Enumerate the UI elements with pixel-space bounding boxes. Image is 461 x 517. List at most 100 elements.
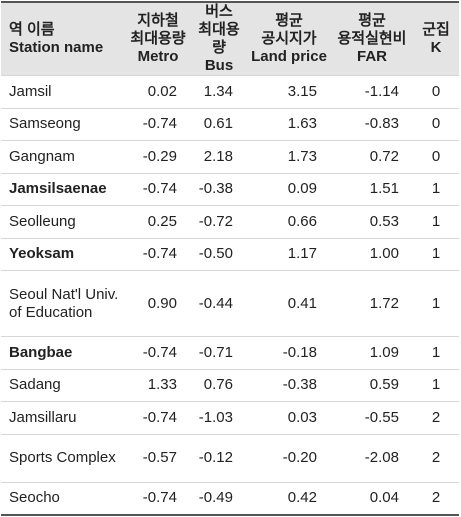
numeric-value: -0.74 xyxy=(125,107,191,141)
cluster-value: 0 xyxy=(413,75,459,108)
table-row: Sadang 1.33 0.76 -0.38 0.59 1 xyxy=(1,368,459,402)
table-row: Seolleung 0.25 -0.72 0.66 0.53 1 xyxy=(1,205,459,238)
header-text: 최대용량 xyxy=(130,30,186,47)
cluster-value: 1 xyxy=(413,368,459,402)
numeric-value: 0.25 xyxy=(125,205,191,238)
numeric-value: -0.12 xyxy=(191,433,247,482)
header-text: 용적실현비 xyxy=(337,30,407,47)
numeric-value: 0.61 xyxy=(191,107,247,141)
numeric-value: -0.38 xyxy=(247,368,331,402)
table-row: Yeoksam -0.74 -0.50 1.17 1.00 1 xyxy=(1,237,459,271)
station-name: Seolleung xyxy=(1,205,125,238)
table-row: Bangbae -0.74 -0.71 -0.18 1.09 1 xyxy=(1,336,459,369)
table-row: Seocho -0.74 -0.49 0.42 0.04 2 xyxy=(1,481,459,516)
numeric-value: -0.50 xyxy=(191,237,247,271)
cluster-value: 0 xyxy=(413,107,459,141)
numeric-value: 0.90 xyxy=(125,270,191,337)
cluster-value: 1 xyxy=(413,237,459,271)
table-row: Sports Complex -0.57 -0.12 -0.20 -2.08 2 xyxy=(1,433,459,482)
station-name: Jamsil xyxy=(1,75,125,108)
numeric-value: 0.09 xyxy=(247,172,331,206)
numeric-value: 1.09 xyxy=(331,336,413,369)
numeric-value: 0.04 xyxy=(331,481,413,516)
header-row: 역 이름 Station name 지하철 최대용량 Metro 버스 최대용량 Bus 평균 공… xyxy=(1,2,459,76)
table-row: Samseong -0.74 0.61 1.63 -0.83 0 xyxy=(1,107,459,141)
numeric-value: 1.73 xyxy=(247,140,331,173)
numeric-value: 0.03 xyxy=(247,401,331,434)
numeric-value: 1.33 xyxy=(125,368,191,402)
numeric-value: -0.29 xyxy=(125,140,191,173)
cluster-value: 1 xyxy=(413,205,459,238)
station-name: Bangbae xyxy=(1,336,125,369)
cluster-value: 1 xyxy=(413,336,459,369)
numeric-value: 0.53 xyxy=(331,205,413,238)
station-name: Jamsilsaenae xyxy=(1,172,125,206)
numeric-value: 0.42 xyxy=(247,481,331,516)
header-text: 지하철 xyxy=(137,12,179,29)
table-body: Jamsil 0.02 1.34 3.15 -1.14 0 Samseong -0.74 0.6… xyxy=(1,75,459,516)
header-text: 버스 xyxy=(205,3,233,20)
numeric-value: 1.00 xyxy=(331,237,413,271)
numeric-value: 0.66 xyxy=(247,205,331,238)
column-header: 역 이름 Station name xyxy=(1,2,125,76)
numeric-value: -0.38 xyxy=(191,172,247,206)
numeric-value: -1.14 xyxy=(331,75,413,108)
numeric-value: -0.74 xyxy=(125,481,191,516)
header-text: Bus xyxy=(204,57,234,74)
station-name: Sadang xyxy=(1,368,125,402)
numeric-value: 0.59 xyxy=(331,368,413,402)
station-name: Seocho xyxy=(1,481,125,516)
numeric-value: -0.44 xyxy=(191,270,247,337)
table-row: Seoul Nat'l Univ. of Education 0.90 -0.44 0… xyxy=(1,270,459,337)
cluster-value: 2 xyxy=(413,433,459,482)
column-header: 군집 K xyxy=(413,2,459,76)
table-row: Jamsillaru -0.74 -1.03 0.03 -0.55 2 xyxy=(1,401,459,434)
header-text: 평균 xyxy=(275,12,303,29)
station-name: Yeoksam xyxy=(1,237,125,271)
header-text: Station name xyxy=(9,39,104,56)
column-header: 버스 최대용량 Bus xyxy=(191,2,247,76)
station-name: Seoul Nat'l Univ. of Education xyxy=(1,270,125,337)
numeric-value: -0.49 xyxy=(191,481,247,516)
numeric-value: 3.15 xyxy=(247,75,331,108)
numeric-value: -0.72 xyxy=(191,205,247,238)
numeric-value: 1.51 xyxy=(331,172,413,206)
cluster-value: 2 xyxy=(413,481,459,516)
numeric-value: 1.72 xyxy=(331,270,413,337)
header-text: Land price xyxy=(251,48,327,65)
numeric-value: -0.74 xyxy=(125,336,191,369)
numeric-value: -0.20 xyxy=(247,433,331,482)
header-text: 공시지가 xyxy=(261,30,317,47)
numeric-value: 0.76 xyxy=(191,368,247,402)
station-name: Sports Complex xyxy=(1,433,125,482)
numeric-value: 0.41 xyxy=(247,270,331,337)
header-text: K xyxy=(430,39,442,56)
numeric-value: -0.18 xyxy=(247,336,331,369)
numeric-value: 1.34 xyxy=(191,75,247,108)
numeric-value: 1.63 xyxy=(247,107,331,141)
header-text: 역 이름 xyxy=(9,21,55,38)
column-header: 평균 공시지가 Land price xyxy=(247,2,331,76)
station-name: Samseong xyxy=(1,107,125,141)
cluster-value: 2 xyxy=(413,401,459,434)
numeric-value: -0.71 xyxy=(191,336,247,369)
table-row: Jamsil 0.02 1.34 3.15 -1.14 0 xyxy=(1,75,459,108)
header-text: Metro xyxy=(137,48,179,65)
table-row: Jamsilsaenae -0.74 -0.38 0.09 1.51 1 xyxy=(1,172,459,206)
header-text: FAR xyxy=(357,48,387,65)
numeric-value: -0.83 xyxy=(331,107,413,141)
header-text: 군집 xyxy=(422,21,450,38)
table-row: Gangnam -0.29 2.18 1.73 0.72 0 xyxy=(1,140,459,173)
cluster-value: 0 xyxy=(413,140,459,173)
numeric-value: 1.17 xyxy=(247,237,331,271)
numeric-value: -0.57 xyxy=(125,433,191,482)
column-header: 평균 용적실현비 FAR xyxy=(331,2,413,76)
numeric-value: 2.18 xyxy=(191,140,247,173)
header-text: 최대용량 xyxy=(198,21,240,56)
numeric-value: -0.74 xyxy=(125,401,191,434)
header-text: 평균 xyxy=(358,12,386,29)
numeric-value: -1.03 xyxy=(191,401,247,434)
station-name: Gangnam xyxy=(1,140,125,173)
